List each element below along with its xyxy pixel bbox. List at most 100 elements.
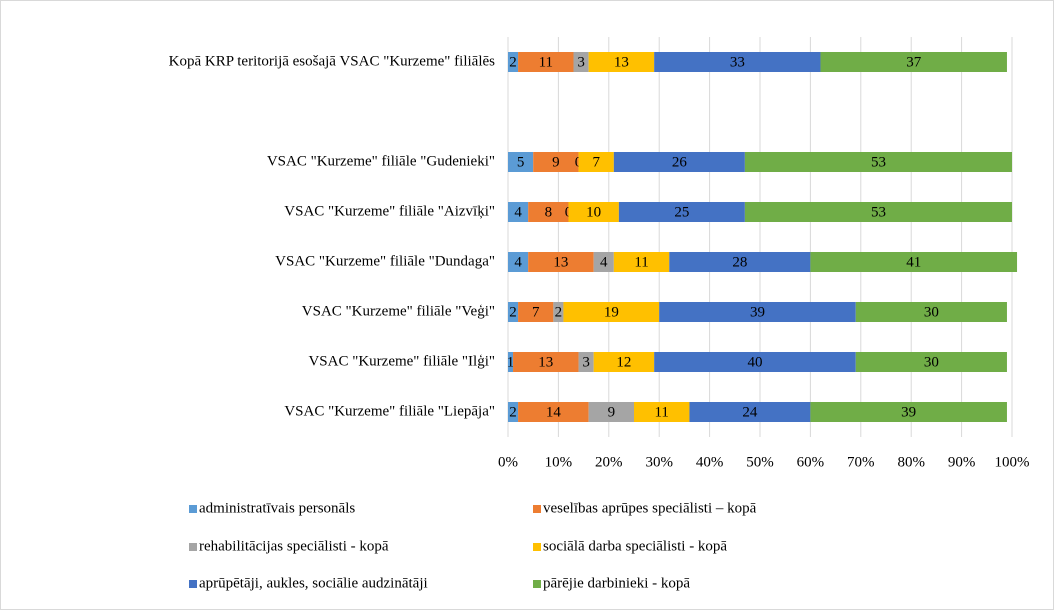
bar-segment — [588, 52, 655, 72]
data-label: 39 — [901, 404, 916, 420]
bar-segment — [563, 302, 660, 322]
data-label: 14 — [546, 404, 562, 420]
x-tick-label: 60% — [797, 454, 825, 470]
data-label: 1 — [507, 354, 515, 370]
y-tick-label: VSAC "Kurzeme" filiāle "Dundaga" — [275, 253, 495, 269]
x-tick-label: 100% — [995, 454, 1030, 470]
data-label: 53 — [871, 154, 886, 170]
data-label: 12 — [616, 354, 631, 370]
data-label: 33 — [730, 54, 745, 70]
data-label: 2 — [509, 304, 517, 320]
bar-segment — [553, 302, 564, 322]
x-tick-label: 90% — [948, 454, 976, 470]
bar-segment — [508, 402, 519, 422]
bar-segment — [513, 352, 579, 372]
data-label: 40 — [747, 354, 762, 370]
data-label: 9 — [552, 154, 560, 170]
x-tick-label: 0% — [498, 454, 518, 470]
bar-segment — [578, 352, 594, 372]
bar-segment — [588, 402, 634, 422]
x-tick-label: 70% — [847, 454, 875, 470]
bar-segment — [518, 402, 589, 422]
legend-swatch — [533, 543, 541, 551]
bar-segment — [593, 352, 655, 372]
bar-segment — [518, 302, 554, 322]
x-tick-label: 50% — [746, 454, 774, 470]
y-tick-label: Kopā KRP teritorijā esošajā VSAC "Kurzem… — [169, 53, 496, 69]
y-tick-label: VSAC "Kurzeme" filiāle "Ilģi" — [308, 353, 495, 369]
legend-label: administratīvais personāls — [199, 500, 355, 516]
bar-segment — [744, 152, 1012, 172]
bar-segment — [533, 152, 579, 172]
data-label: 13 — [553, 254, 568, 270]
x-tick-label: 40% — [696, 454, 724, 470]
bar-segment — [669, 252, 811, 272]
bar-segment — [508, 252, 529, 272]
bar-segment — [855, 352, 1007, 372]
data-label: 9 — [608, 404, 616, 420]
bar-segment — [508, 152, 534, 172]
y-tick-label: VSAC "Kurzeme" filiāle "Gudenieki" — [267, 153, 495, 169]
legend-label: veselības aprūpes speciālisti – kopā — [543, 500, 757, 516]
bar-segment — [568, 202, 619, 222]
data-label: 30 — [924, 354, 939, 370]
bar-segment — [593, 252, 614, 272]
bar-segment — [518, 52, 574, 72]
data-label: 11 — [654, 404, 668, 420]
legend-label: pārējie darbinieki - kopā — [543, 575, 690, 591]
data-label: 3 — [577, 54, 585, 70]
bar-segment — [613, 252, 670, 272]
bar-segment — [573, 52, 589, 72]
data-label: 24 — [742, 404, 758, 420]
legend-label: sociālā darba speciālisti - kopā — [543, 538, 727, 554]
data-label: 3 — [582, 354, 590, 370]
legend-swatch — [189, 543, 197, 551]
data-label: 25 — [674, 204, 689, 220]
bar-segment — [578, 152, 614, 172]
data-label: 10 — [586, 204, 601, 220]
data-label: 11 — [634, 254, 648, 270]
data-label: 30 — [924, 304, 939, 320]
x-tick-label: 30% — [645, 454, 673, 470]
legend-label: aprūpētāji, aukles, sociālie audzinātāji — [199, 575, 428, 591]
data-label: 13 — [614, 54, 629, 70]
bar-segment — [528, 252, 594, 272]
bar-segment — [654, 52, 821, 72]
bar-segment — [613, 152, 745, 172]
bar-segment — [744, 202, 1012, 222]
y-tick-label: VSAC "Kurzeme" filiāle "Aizvīķi" — [284, 203, 495, 219]
bar-segment — [659, 302, 856, 322]
bar-segment — [618, 202, 745, 222]
x-tick-label: 10% — [545, 454, 573, 470]
data-label: 2 — [509, 404, 517, 420]
x-tick-label: 20% — [595, 454, 623, 470]
bar-segment — [508, 302, 519, 322]
data-label: 19 — [604, 304, 619, 320]
bar-segment — [634, 402, 690, 422]
data-label: 11 — [539, 54, 553, 70]
bar-segment — [855, 302, 1007, 322]
data-label: 4 — [514, 204, 522, 220]
data-label: 4 — [514, 254, 522, 270]
bar-segment — [508, 202, 529, 222]
data-label: 26 — [672, 154, 688, 170]
data-label: 2 — [509, 54, 517, 70]
legend-label: rehabilitācijas speciālisti - kopā — [199, 538, 389, 554]
data-label: 39 — [750, 304, 765, 320]
data-label: 53 — [871, 204, 886, 220]
bar-segment — [654, 352, 856, 372]
data-label: 7 — [592, 154, 600, 170]
bar-segment — [528, 202, 569, 222]
bar-segment — [508, 52, 519, 72]
bar-segment — [810, 252, 1018, 272]
legend-swatch — [189, 580, 197, 588]
data-label: 2 — [555, 304, 563, 320]
legend-swatch — [189, 505, 197, 513]
data-label: 37 — [906, 54, 922, 70]
bar-segment — [689, 402, 811, 422]
legend-swatch — [533, 505, 541, 513]
data-label: 8 — [545, 204, 553, 220]
bar-segment — [508, 352, 514, 372]
data-label: 5 — [517, 154, 525, 170]
